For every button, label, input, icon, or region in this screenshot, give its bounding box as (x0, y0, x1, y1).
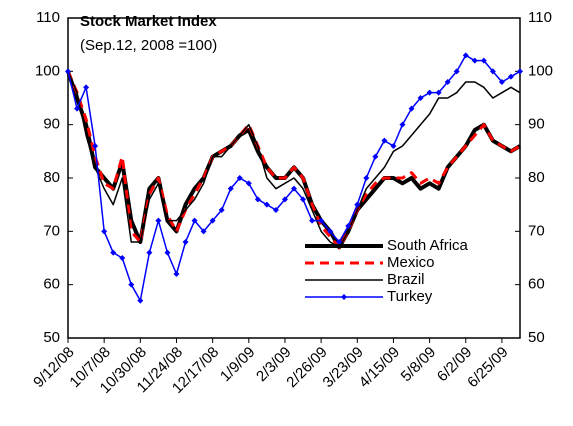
legend-marker (341, 294, 347, 300)
series-marker (345, 223, 352, 229)
series-marker (146, 249, 153, 256)
series-marker (417, 95, 424, 101)
series-marker (65, 68, 71, 75)
series-marker (272, 207, 279, 213)
series-marker (128, 281, 135, 288)
series-marker (245, 180, 252, 187)
series-marker (281, 196, 288, 203)
series-marker (471, 57, 478, 64)
y-tick-label: 90 (43, 116, 60, 133)
series-marker (119, 255, 126, 261)
series-marker (137, 297, 144, 304)
series-marker (444, 79, 451, 85)
series-marker (381, 137, 388, 144)
y2-tick-label: 70 (528, 222, 545, 239)
series-marker (354, 201, 361, 208)
series-marker (363, 175, 370, 181)
series-marker (110, 249, 117, 256)
legend-label: Brazil (387, 271, 425, 288)
series-marker (182, 239, 189, 245)
series-marker (480, 57, 487, 64)
y-tick-label: 110 (36, 9, 60, 26)
series-marker (498, 79, 505, 85)
series-marker (209, 217, 216, 224)
series-marker (453, 68, 460, 75)
x-tick-label: 1/9/09 (217, 344, 259, 386)
series-marker (327, 228, 334, 235)
y-tick-label: 100 (35, 62, 60, 79)
y-tick-label: 80 (43, 169, 60, 186)
series-marker (399, 121, 406, 128)
series-marker (489, 68, 496, 75)
series-marker (191, 217, 198, 224)
series-marker (254, 196, 261, 203)
series-line (66, 70, 521, 249)
series-marker (462, 52, 469, 59)
legend-label: Mexico (387, 254, 435, 271)
series-marker (372, 153, 379, 160)
series-marker (173, 271, 180, 277)
y-tick-label: 60 (43, 276, 60, 293)
series-marker (507, 73, 514, 80)
series-marker (218, 207, 225, 213)
y2-tick-label: 110 (528, 9, 552, 26)
series-marker (435, 89, 442, 96)
series-marker (200, 228, 207, 235)
legend-label: Turkey (387, 288, 433, 305)
series-marker (101, 228, 108, 235)
series-marker (408, 105, 415, 112)
y2-tick-label: 90 (528, 116, 545, 133)
series-marker (426, 89, 433, 96)
series-line (66, 70, 522, 250)
series-marker (263, 201, 270, 208)
chart-title: Stock Market Index (80, 13, 217, 30)
series-marker (300, 196, 307, 203)
series-marker (309, 217, 316, 224)
y-tick-label: 70 (43, 222, 60, 239)
series-line (67, 71, 521, 249)
y2-tick-label: 60 (528, 276, 545, 293)
series-marker (517, 68, 523, 75)
chart-subtitle: (Sep.12, 2008 =100) (80, 37, 217, 54)
series-marker (227, 185, 234, 192)
series-marker (164, 249, 171, 256)
series-marker (236, 175, 243, 181)
x-tick-label: 4/15/09 (356, 344, 403, 391)
series-marker (83, 84, 90, 91)
y2-tick-label: 80 (528, 169, 545, 186)
series-marker (390, 143, 397, 149)
y2-tick-label: 100 (528, 62, 553, 79)
x-tick-label: 6/25/09 (464, 344, 511, 391)
y2-tick-label: 50 (528, 329, 545, 346)
series-marker (318, 217, 325, 224)
series-marker (336, 239, 343, 245)
legend-label: South Africa (387, 237, 469, 254)
y-tick-label: 50 (43, 329, 60, 346)
series-marker (74, 105, 81, 112)
series-marker (291, 185, 297, 192)
x-tick-label: 5/8/09 (398, 344, 440, 386)
series-marker (92, 143, 99, 149)
series-marker (155, 217, 162, 224)
